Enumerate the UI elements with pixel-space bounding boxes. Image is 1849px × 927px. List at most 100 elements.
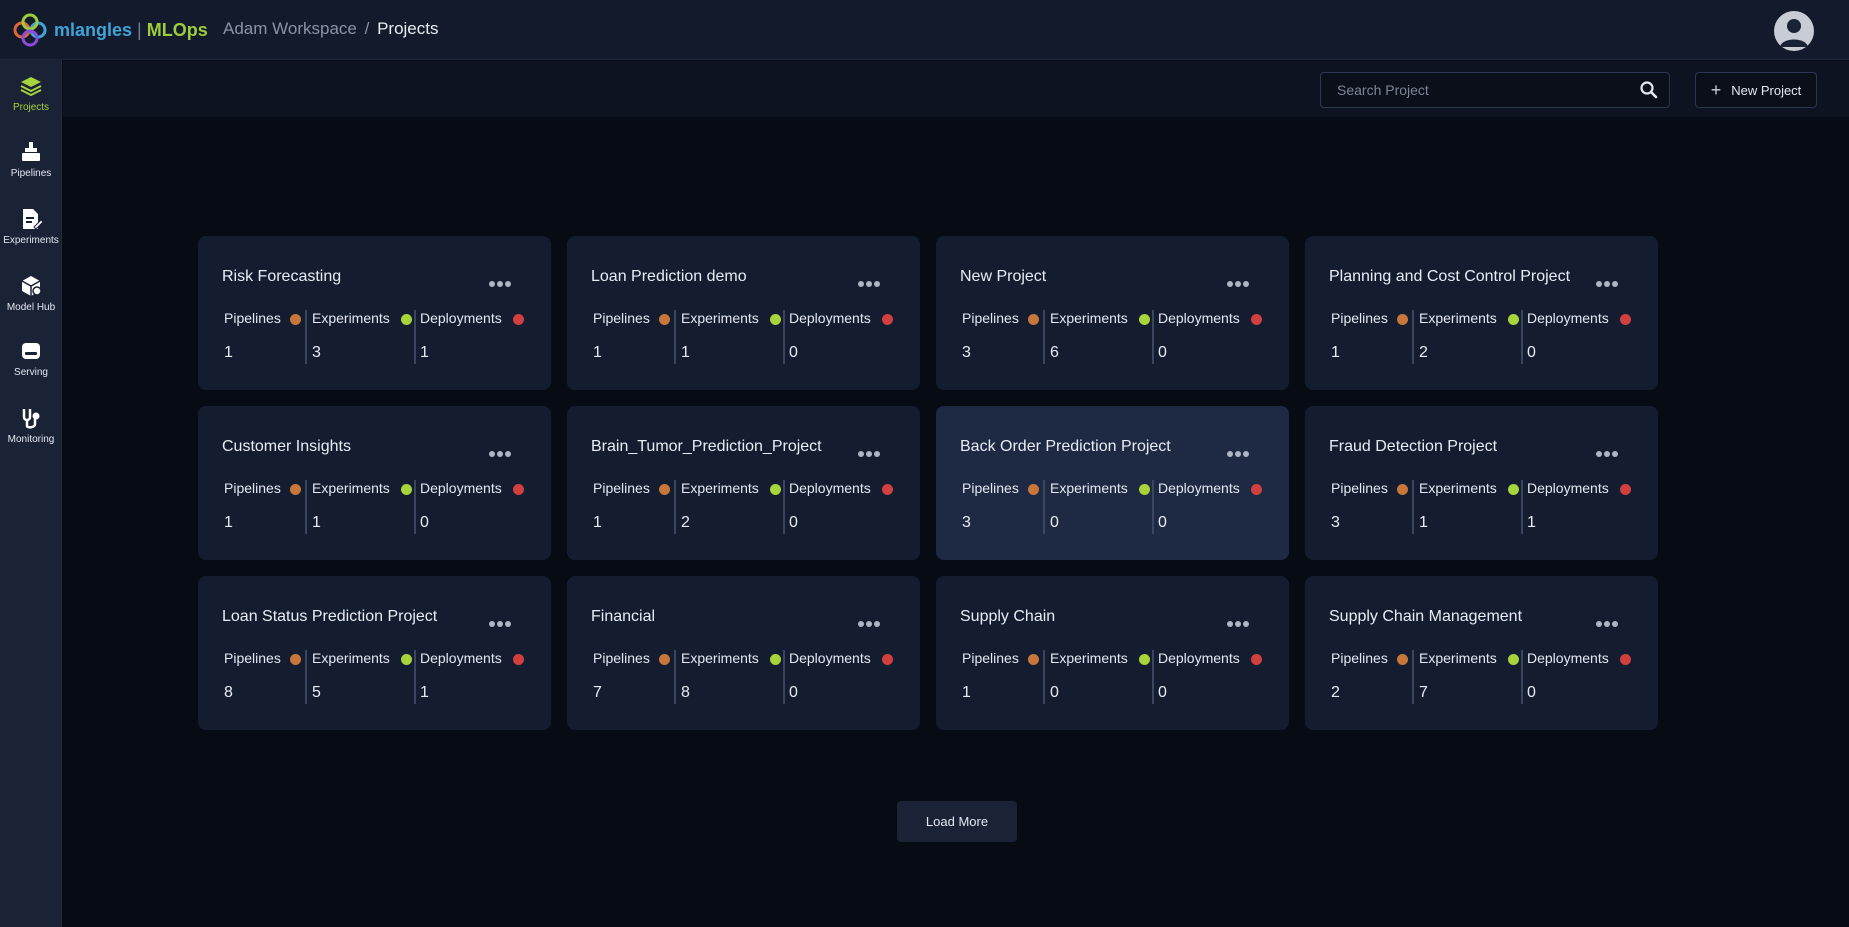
project-card[interactable]: New Project Pipelines 3 Experiments 6 Deploym… [936,236,1289,390]
status-dot [1397,654,1408,665]
stat-divider [1043,480,1045,534]
more-options-icon[interactable] [858,614,884,627]
stat-value: 0 [789,684,798,701]
project-title: Loan Prediction demo [591,268,747,285]
stat-label: Experiments [312,650,390,666]
more-dot [1604,451,1610,457]
stat-pipelines: Pipelines 2 [1331,650,1441,706]
more-dot [1227,451,1233,457]
status-dot [1028,484,1039,495]
more-dot [1235,281,1241,287]
search-icon[interactable] [1639,80,1659,100]
status-dot [1139,314,1150,325]
new-project-button[interactable]: + New Project [1695,72,1817,108]
stat-divider [1412,650,1414,704]
more-dot [858,451,864,457]
stat-deployments: Deployments 0 [789,480,899,536]
stat-label: Pipelines [962,650,1019,666]
stat-label: Pipelines [593,480,650,496]
sidebar-item-monitoring[interactable]: Monitoring [0,398,62,458]
status-dot [1139,654,1150,665]
project-card[interactable]: Supply Chain Management Pipelines 2 Experim… [1305,576,1658,730]
more-dot [489,451,495,457]
more-options-icon[interactable] [858,444,884,457]
project-card[interactable]: Fraud Detection Project Pipelines 3 Experim… [1305,406,1658,560]
breadcrumb-workspace[interactable]: Adam Workspace [223,19,357,38]
project-title: Supply Chain [960,608,1056,625]
sidebar-item-projects[interactable]: Projects [0,66,62,126]
status-dot [1620,654,1631,665]
sidebar-item-experiments[interactable]: Experiments [0,199,62,259]
project-card[interactable]: Loan Status Prediction Project Pipelines 8… [198,576,551,730]
more-options-icon[interactable] [489,274,515,287]
project-card[interactable]: Loan Prediction demo Pipelines 1 Experiment… [567,236,920,390]
more-options-icon[interactable] [1227,444,1253,457]
more-dot [1227,281,1233,287]
status-dot [513,654,524,665]
search-input[interactable] [1321,73,1621,107]
more-dot [1235,621,1241,627]
stat-experiments: Experiments 6 [1050,310,1160,366]
stat-label: Pipelines [1331,650,1388,666]
load-more-button[interactable]: Load More [897,801,1017,842]
stat-experiments: Experiments 5 [312,650,422,706]
project-title: Customer Insights [222,438,351,455]
status-dot [1620,484,1631,495]
more-dot [1243,621,1249,627]
more-options-icon[interactable] [1596,274,1622,287]
stat-value: 2 [1419,344,1428,361]
project-card[interactable]: Supply Chain Pipelines 1 Experiments 0 Deploy… [936,576,1289,730]
status-dot [1251,314,1262,325]
sidebar-item-serving[interactable]: Serving [0,331,62,391]
stat-value: 1 [1419,514,1428,531]
stat-value: 7 [593,684,602,701]
more-options-icon[interactable] [858,274,884,287]
stat-value: 1 [962,684,971,701]
stat-deployments: Deployments 0 [1527,650,1637,706]
more-options-icon[interactable] [1596,444,1622,457]
stat-pipelines: Pipelines 3 [962,480,1072,536]
stat-label: Deployments [789,650,871,666]
project-card[interactable]: Brain_Tumor_Prediction_Project Pipelines 1… [567,406,920,560]
more-options-icon[interactable] [489,614,515,627]
status-dot [1251,484,1262,495]
status-dot [659,314,670,325]
stat-value: 1 [593,514,602,531]
stat-value: 2 [681,514,690,531]
project-card[interactable]: Planning and Cost Control Project Pipelin… [1305,236,1658,390]
stat-divider [1521,650,1523,704]
stat-value: 5 [312,684,321,701]
brand-logo[interactable]: mlangles | MLOps [8,10,208,50]
stat-deployments: Deployments 1 [420,650,530,706]
sidebar-item-model-hub[interactable]: Model Hub [0,266,62,326]
stat-label: Pipelines [593,650,650,666]
sidebar-item-label: Projects [12,102,50,113]
user-avatar[interactable] [1774,11,1814,51]
more-options-icon[interactable] [489,444,515,457]
more-dot [497,451,503,457]
project-card[interactable]: Customer Insights Pipelines 1 Experiments 1 D… [198,406,551,560]
project-card[interactable]: Financial Pipelines 7 Experiments 8 Deploymen… [567,576,920,730]
more-options-icon[interactable] [1227,614,1253,627]
stat-value: 0 [1527,344,1536,361]
stat-divider [1152,480,1154,534]
more-dot [1604,281,1610,287]
more-options-icon[interactable] [1227,274,1253,287]
brand-separator: | [137,19,142,40]
stat-value: 8 [681,684,690,701]
project-title: Back Order Prediction Project [960,438,1171,455]
stat-label: Experiments [1419,480,1497,496]
stat-value: 0 [1527,684,1536,701]
stat-label: Experiments [312,310,390,326]
stat-value: 0 [1158,684,1167,701]
stat-value: 1 [224,514,233,531]
stat-divider [1412,310,1414,364]
status-dot [770,314,781,325]
more-dot [505,281,511,287]
more-options-icon[interactable] [1596,614,1622,627]
project-card[interactable]: Back Order Prediction Project Pipelines 3 E… [936,406,1289,560]
sidebar-item-pipelines[interactable]: Pipelines [0,132,62,192]
status-dot [770,654,781,665]
project-card[interactable]: Risk Forecasting Pipelines 1 Experiments 3 De… [198,236,551,390]
status-dot [513,484,524,495]
